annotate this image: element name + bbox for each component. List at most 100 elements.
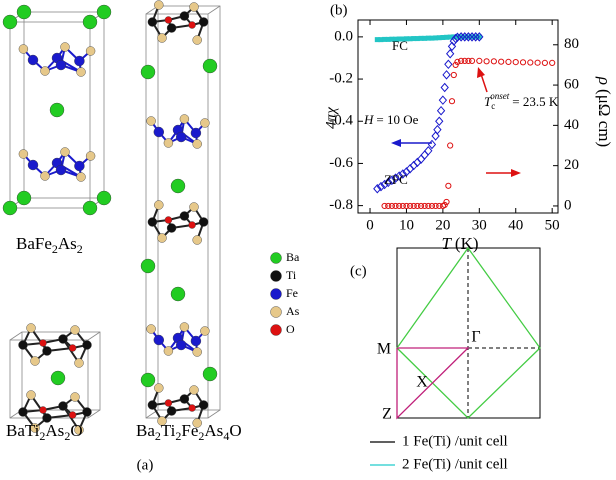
atom (77, 68, 86, 77)
legend-label: Ba (286, 250, 300, 264)
atom (180, 395, 189, 404)
atom (189, 22, 196, 29)
y2-tick-label: 0 (564, 197, 572, 213)
y2-axis-label: ρ (μΩ cm) (595, 76, 614, 147)
formula-part: O (70, 421, 82, 440)
axis-symbol: ρ (595, 76, 614, 85)
formula-part: 2 (77, 242, 83, 256)
formula-part: Ba (136, 421, 155, 440)
atom (154, 127, 164, 137)
formula-part: BaTi (6, 421, 40, 440)
point-label: Z (382, 406, 392, 423)
axis-symbol: T (441, 234, 452, 253)
data-point (513, 60, 518, 65)
y2-tick-label: 60 (564, 77, 579, 93)
structure-label: BaTi2As2O (6, 421, 83, 443)
legend-label: 2 Fe(Ti) /unit cell (402, 456, 508, 472)
atom (3, 15, 17, 29)
data-point (469, 58, 474, 63)
atom (165, 17, 172, 24)
formula-part: As (58, 234, 77, 253)
annotation: H= 10 Oe (363, 112, 419, 127)
annotation-sup: onset (490, 91, 509, 101)
data-point (447, 50, 454, 58)
legend-atom (271, 289, 282, 300)
atom (19, 341, 28, 350)
atom (71, 393, 80, 402)
atom (50, 103, 64, 117)
atom (171, 287, 185, 301)
formula-part: BaFe (16, 234, 52, 253)
data-point (528, 60, 533, 65)
cell-edge (208, 6, 220, 14)
atom (190, 3, 199, 12)
atom (180, 212, 189, 221)
atom (28, 55, 38, 65)
axis-unit: (μΩ cm) (595, 89, 614, 147)
point-label: X (416, 374, 428, 391)
data-point (425, 147, 432, 155)
legend-atom (271, 253, 282, 264)
data-point (484, 59, 489, 64)
structure-label: BaFe2As2 (16, 234, 83, 256)
y2-tick-label: 40 (564, 117, 579, 133)
formula-part: As (204, 421, 223, 440)
atom (180, 323, 189, 332)
atom (59, 402, 68, 411)
atom (189, 405, 196, 412)
data-point (441, 83, 448, 91)
atom (154, 1, 163, 10)
cell-edge (10, 332, 22, 340)
atom (164, 347, 173, 356)
panel-label: (a) (137, 457, 154, 473)
y2-tick-label: 80 (564, 36, 579, 52)
atom (158, 234, 167, 243)
legend-label: Fe (286, 286, 298, 300)
atom (83, 408, 92, 417)
atom (176, 340, 186, 350)
data-point (550, 60, 555, 65)
atom (27, 324, 36, 333)
y-tick-label: -0.8 (329, 197, 353, 213)
data-point (438, 107, 445, 115)
atom (56, 60, 66, 70)
annotation-sub: c (491, 101, 495, 111)
atom (86, 152, 95, 161)
panel-label: (b) (330, 2, 348, 18)
atom (189, 222, 196, 229)
point-label: Γ (471, 329, 480, 346)
atom (41, 67, 50, 76)
atom (193, 36, 202, 45)
atom (17, 5, 31, 19)
atom (199, 18, 208, 27)
atom (180, 115, 189, 124)
atom (61, 43, 70, 52)
atom (141, 65, 155, 79)
data-point (436, 117, 443, 125)
atom (3, 201, 17, 215)
atom (165, 217, 172, 224)
data-point (446, 183, 451, 188)
data-point (499, 59, 504, 64)
atom (154, 335, 164, 345)
atom (191, 336, 201, 346)
atom (27, 391, 36, 400)
structure-label: Ba2Ti2Fe2As4O (136, 421, 242, 443)
y-tick-label: 0.0 (334, 28, 353, 44)
data-point (443, 71, 450, 79)
atom (69, 345, 76, 352)
data-point (445, 60, 452, 68)
atom (51, 371, 65, 385)
atom (141, 373, 155, 387)
data-point (542, 60, 547, 65)
series-label: FC (392, 38, 408, 53)
atom (180, 12, 189, 21)
legend-label: O (286, 322, 295, 336)
brillouin-zone (397, 248, 540, 418)
y-tick-label: -0.2 (329, 70, 353, 86)
atom (193, 140, 202, 149)
atom (83, 201, 97, 215)
atom (83, 341, 92, 350)
x-tick-label: 30 (472, 217, 487, 233)
atom (71, 326, 80, 335)
